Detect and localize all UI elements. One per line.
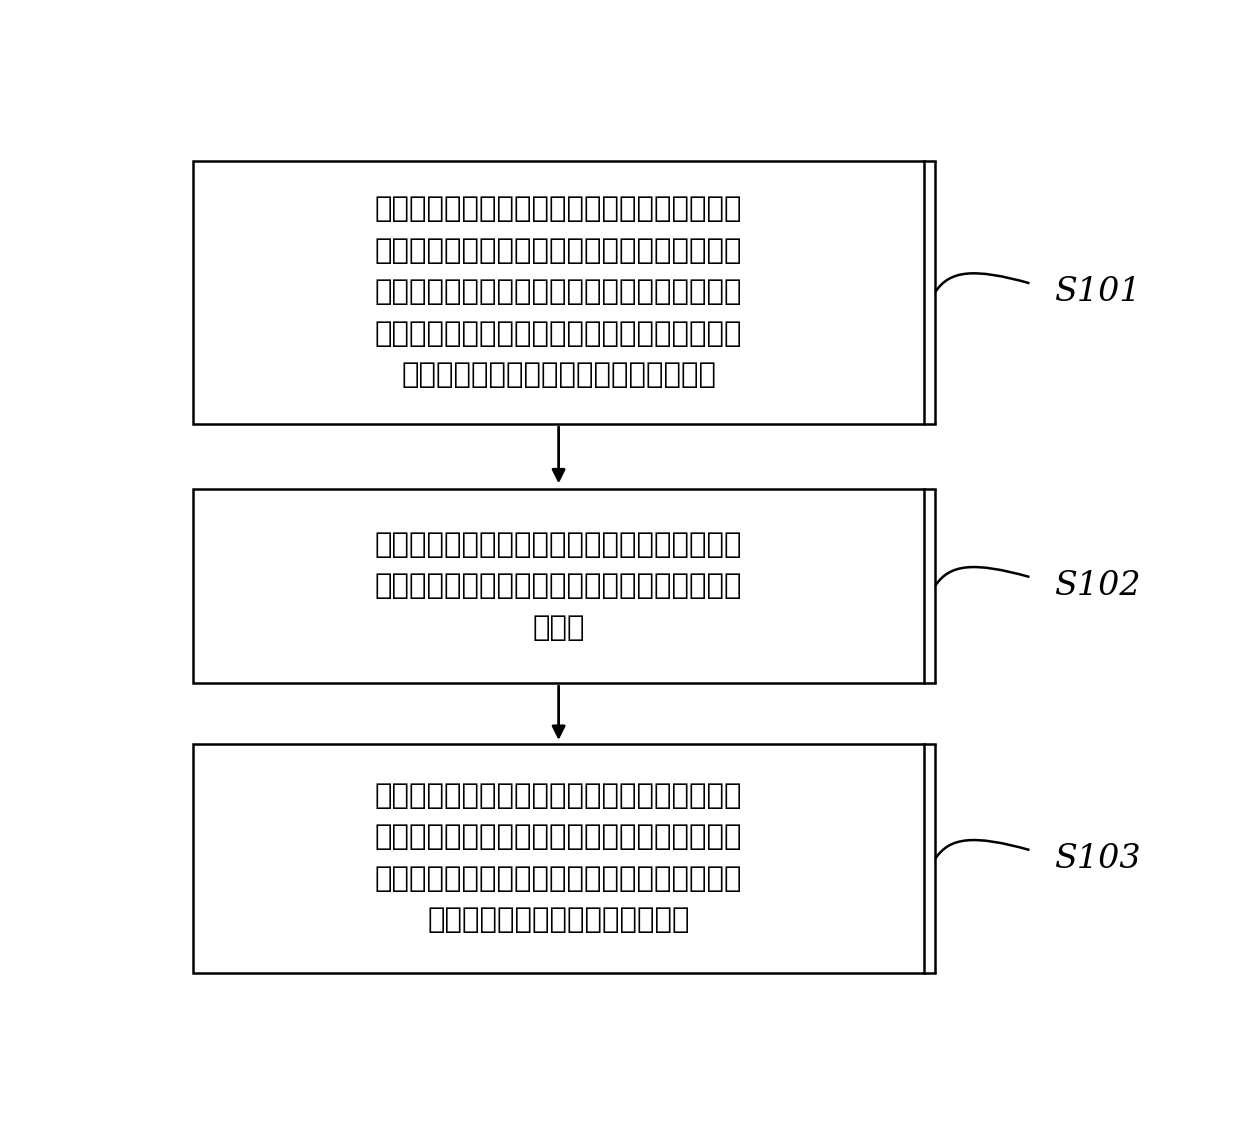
Text: 评估任意一或多个所述彩色传感器视角下目标人: 评估任意一或多个所述彩色传感器视角下目标人 [374,824,743,852]
Text: 机阵列对目标场景以主视角度采集得到的第二成: 机阵列对目标场景以主视角度采集得到的第二成 [374,278,743,306]
Text: 像数据，据以得到针对目标场景中多个区域中的: 像数据，据以得到针对目标场景中多个区域中的 [374,320,743,348]
Bar [193,744,924,973]
Text: 依据所述光场相机阵列中至少一个彩色传感器，: 依据所述光场相机阵列中至少一个彩色传感器， [374,782,743,810]
Text: 标人员脸部坐在的焦平面，以得到人员焦平面坐: 标人员脸部坐在的焦平面，以得到人员焦平面坐 [374,572,743,600]
Text: 员被遮挡情况，并得到针对所述目标人员的遮挡: 员被遮挡情况，并得到针对所述目标人员的遮挡 [374,865,743,893]
Text: 程度评估集合，以供选出最优视角: 程度评估集合，以供选出最优视角 [428,907,689,935]
Text: 视角度采集得到的第一成像数据、及通过光场相: 视角度采集得到的第一成像数据、及通过光场相 [374,237,743,265]
Bar [193,160,924,424]
Text: 人员头部的世界坐标系下的三维坐标集合: 人员头部的世界坐标系下的三维坐标集合 [401,361,717,389]
Bar [193,489,924,683]
Text: S102: S102 [1054,570,1140,601]
Text: 获取通过至少一个顶部深度相机对目标场景以俯: 获取通过至少一个顶部深度相机对目标场景以俯 [374,195,743,223]
Text: S103: S103 [1054,843,1140,875]
Text: S101: S101 [1054,276,1140,307]
Text: 标集合: 标集合 [532,614,585,642]
Text: 依据所述三维坐标集合将各人员坐标模型化至目: 依据所述三维坐标集合将各人员坐标模型化至目 [374,531,743,559]
